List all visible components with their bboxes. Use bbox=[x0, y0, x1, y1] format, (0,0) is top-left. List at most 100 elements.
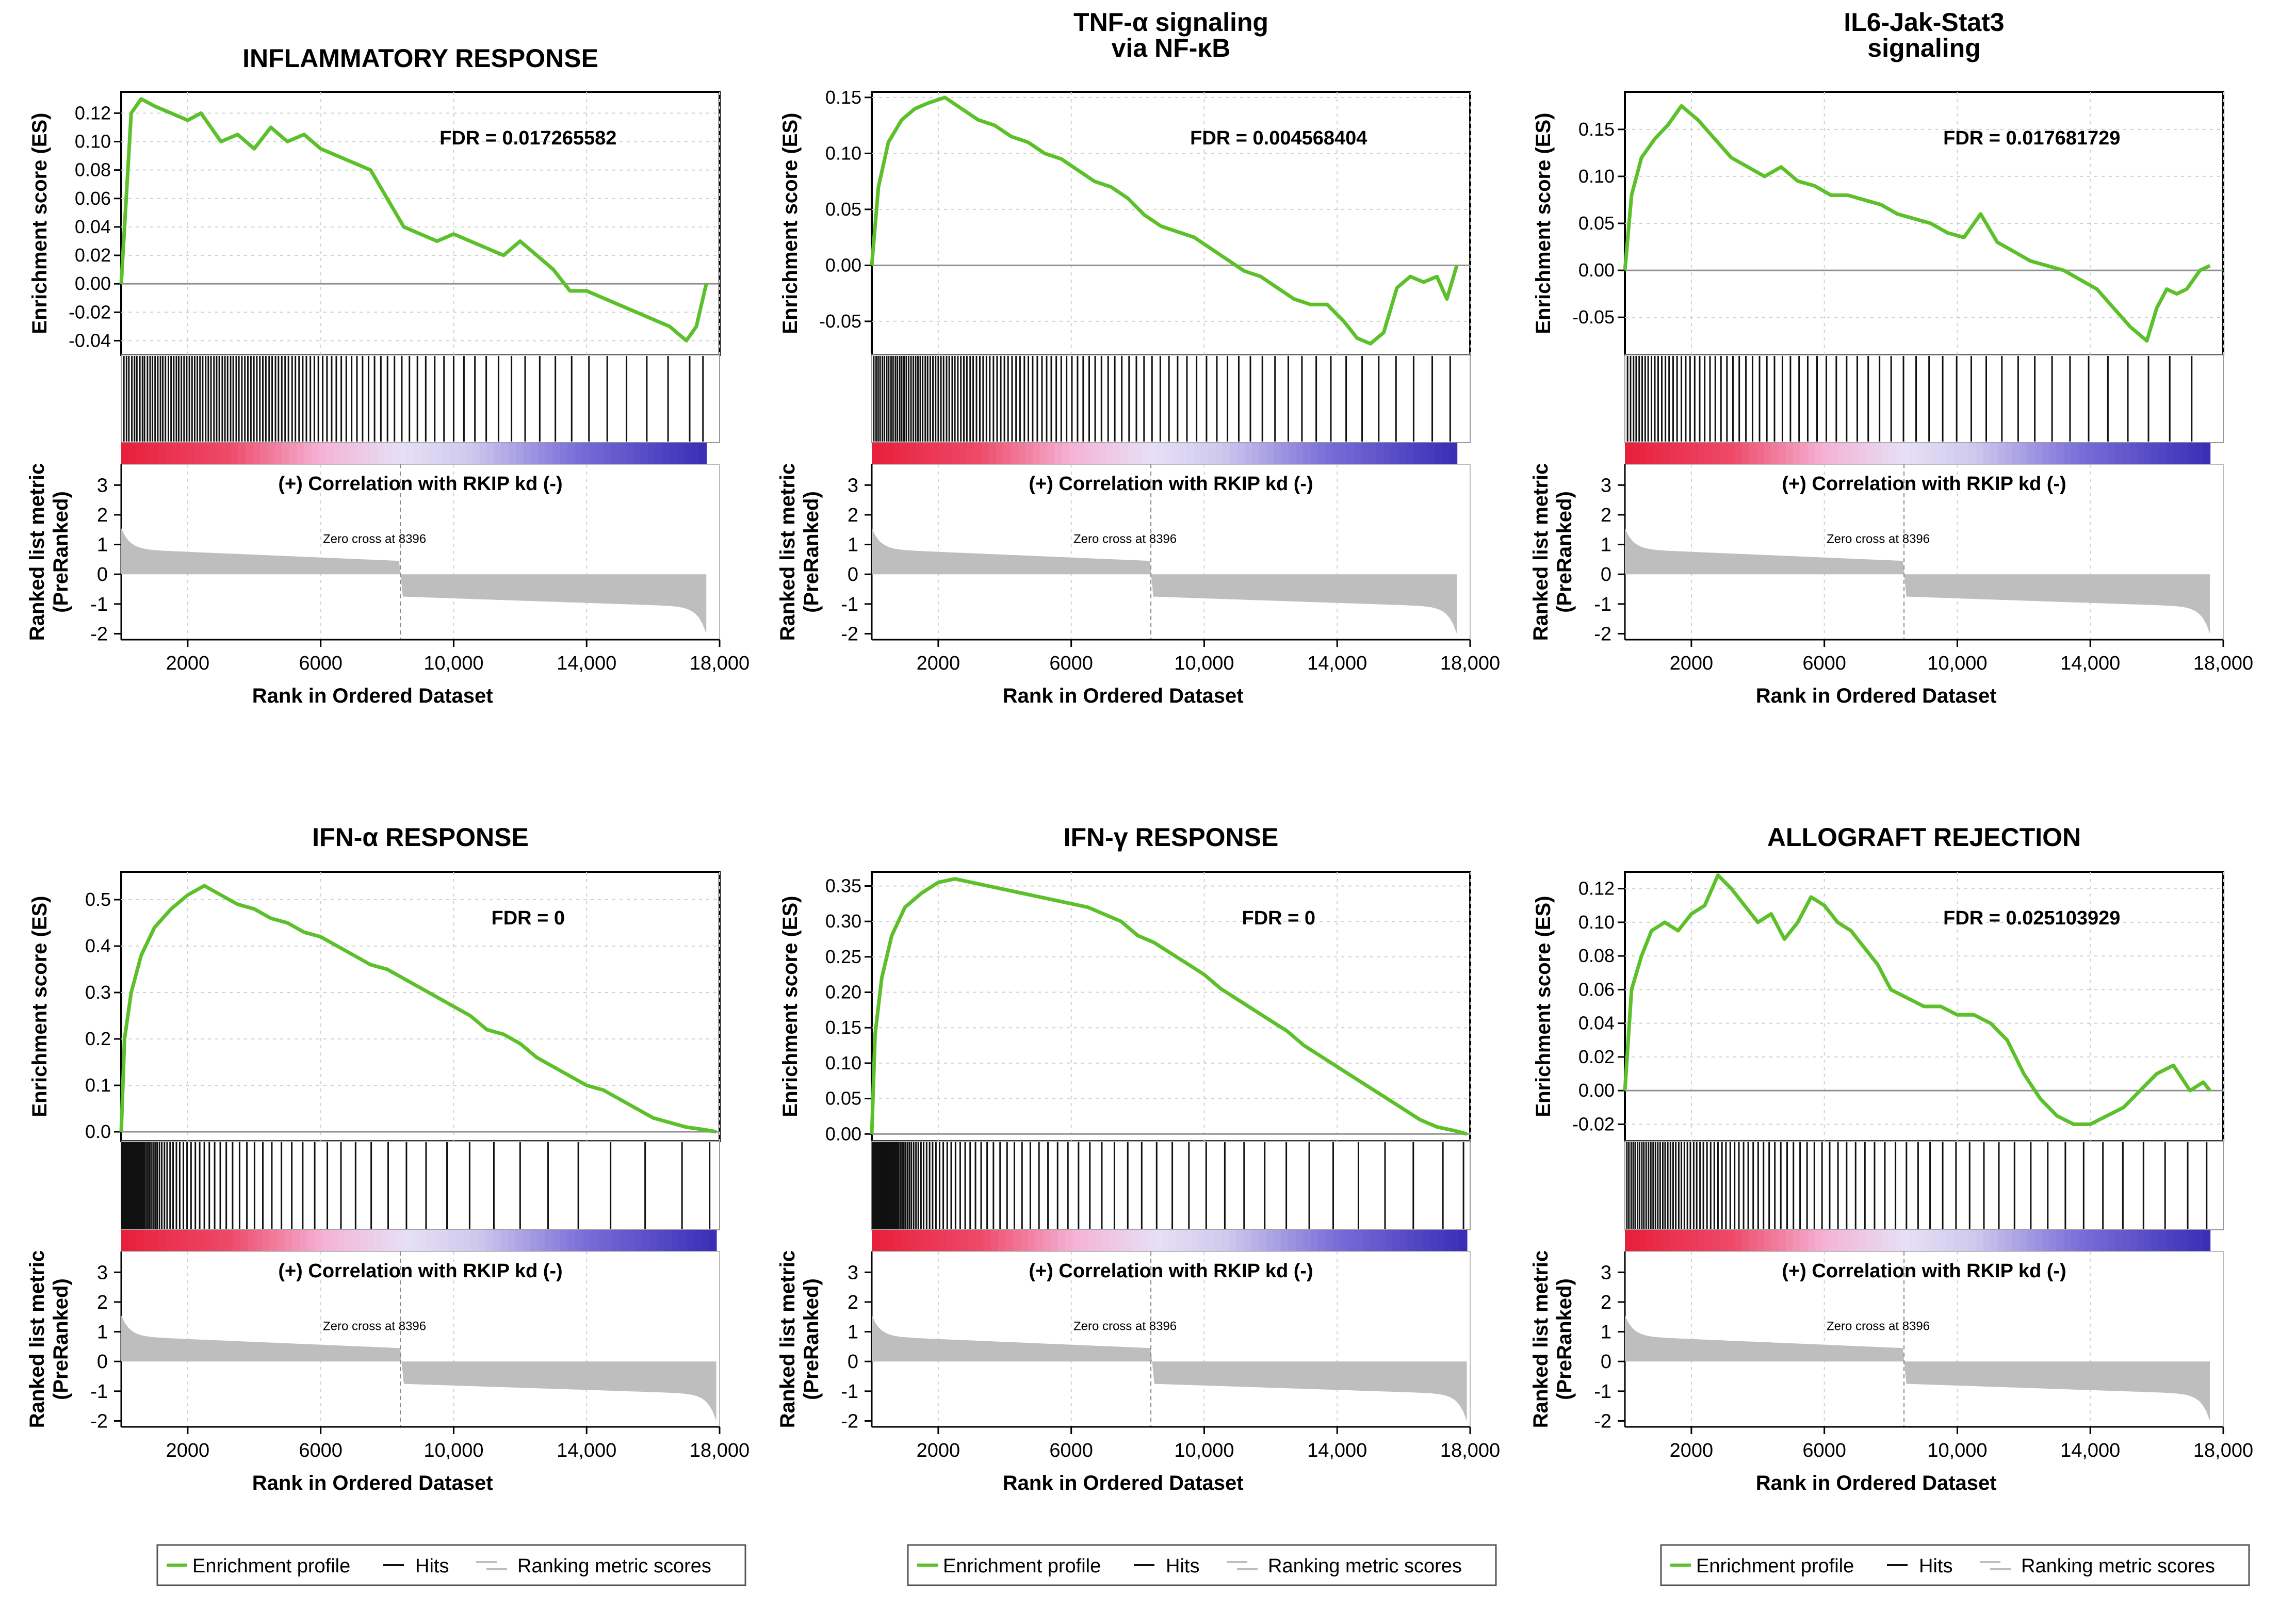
metric-y-axis-label: Ranked list metric bbox=[1529, 1250, 1552, 1428]
heatmap-segment bbox=[333, 443, 341, 464]
legend-ranking-label: Ranking metric scores bbox=[2021, 1555, 2215, 1577]
heatmap-segment bbox=[443, 443, 451, 464]
heatmap-segment bbox=[908, 443, 917, 464]
x-tick-label: 10,000 bbox=[1927, 653, 1987, 674]
x-tick-label: 18,000 bbox=[2193, 1440, 2253, 1461]
heatmap-segment bbox=[1654, 1230, 1662, 1251]
es-y-axis-label: Enrichment score (ES) bbox=[779, 896, 802, 1117]
heatmap-segment bbox=[277, 1230, 286, 1251]
heatmap-segment bbox=[2144, 443, 2152, 464]
heatmap-segment bbox=[136, 1230, 144, 1251]
heatmap-segment bbox=[1171, 443, 1180, 464]
zero-cross-label: Zero cross at 8396 bbox=[323, 1320, 426, 1333]
fdr-label: FDR = 0.017265582 bbox=[439, 127, 616, 149]
heatmap-segment bbox=[262, 1230, 271, 1251]
heatmap-segment bbox=[691, 443, 700, 464]
heatmap-segment bbox=[1639, 1230, 1648, 1251]
heatmap-segment bbox=[1303, 1230, 1311, 1251]
heatmap-segment bbox=[538, 443, 546, 464]
x-tick-label: 10,000 bbox=[424, 653, 483, 674]
fdr-label: FDR = 0 bbox=[492, 907, 565, 929]
heatmap-segment bbox=[1800, 443, 1809, 464]
heatmap-segment bbox=[1698, 443, 1706, 464]
heatmap-segment bbox=[1289, 443, 1297, 464]
metric-y-axis-label: (PreRanked) bbox=[50, 1278, 72, 1400]
x-tick-label: 10,000 bbox=[1174, 653, 1234, 674]
heatmap-segment bbox=[952, 443, 960, 464]
heatmap-segment bbox=[194, 443, 202, 464]
heatmap-segment bbox=[1043, 1230, 1051, 1251]
heatmap-segment bbox=[362, 443, 371, 464]
x-tick-label: 14,000 bbox=[1307, 653, 1367, 674]
fdr-label: FDR = 0.025103929 bbox=[1943, 907, 2120, 929]
es-y-tick-label: 0.00 bbox=[825, 1123, 861, 1144]
metric-y-tick-label: 1 bbox=[848, 1322, 858, 1343]
x-tick-label: 2000 bbox=[1670, 1440, 1714, 1461]
heatmap-segment bbox=[670, 443, 678, 464]
heatmap-segment bbox=[1177, 1230, 1185, 1251]
heatmap-segment bbox=[1236, 1230, 1244, 1251]
legend-box bbox=[156, 1544, 746, 1586]
metric-y-tick-label: 3 bbox=[1601, 1262, 1611, 1283]
metric-y-tick-label: 2 bbox=[97, 1292, 108, 1313]
heatmap-segment bbox=[1076, 443, 1085, 464]
heatmap-segment bbox=[1895, 1230, 1903, 1251]
heatmap-segment bbox=[340, 443, 349, 464]
heatmap-segment bbox=[894, 1230, 902, 1251]
heatmap-segment bbox=[1110, 1230, 1118, 1251]
heatmap-segment bbox=[1822, 443, 1830, 464]
heatmap-segment bbox=[1273, 1230, 1282, 1251]
heatmap-segment bbox=[959, 443, 968, 464]
heatmap-segment bbox=[289, 443, 298, 464]
heatmap-segment bbox=[1169, 1230, 1178, 1251]
heatmap-segment bbox=[916, 443, 924, 464]
heatmap-segment bbox=[463, 1230, 471, 1251]
heatmap-segment bbox=[983, 1230, 991, 1251]
panel-title: IFN-α RESPONSE bbox=[312, 823, 529, 852]
heatmap-segment bbox=[2020, 443, 2028, 464]
heatmap-segment bbox=[1113, 443, 1121, 464]
x-tick-label: 10,000 bbox=[1927, 1440, 1987, 1461]
x-tick-label: 10,000 bbox=[424, 1440, 483, 1461]
metric-y-tick-label: 2 bbox=[848, 505, 858, 526]
heatmap-segment bbox=[181, 1230, 189, 1251]
heatmap-segment bbox=[1932, 1230, 1940, 1251]
heatmap-segment bbox=[1961, 1230, 1969, 1251]
heatmap-segment bbox=[1192, 1230, 1200, 1251]
heatmap-segment bbox=[2049, 1230, 2057, 1251]
x-tick-label: 6000 bbox=[1802, 653, 1846, 674]
hits-frame bbox=[871, 1141, 1471, 1230]
es-y-tick-label: 0.10 bbox=[75, 131, 111, 152]
heatmap-segment bbox=[1690, 443, 1699, 464]
heatmap-segment bbox=[1414, 1230, 1423, 1251]
heatmap-segment bbox=[1340, 443, 1348, 464]
hits-frame bbox=[871, 354, 1471, 443]
heatmap-segment bbox=[1851, 1230, 1860, 1251]
heatmap-segment bbox=[2180, 443, 2189, 464]
heatmap-segment bbox=[640, 443, 648, 464]
x-tick-label: 6000 bbox=[1049, 653, 1093, 674]
heatmap-segment bbox=[1333, 1230, 1341, 1251]
heatmap-segment bbox=[1764, 443, 1772, 464]
es-y-axis-label: Enrichment score (ES) bbox=[1532, 896, 1555, 1117]
metric-y-axis-label: Ranked list metric bbox=[26, 1250, 48, 1428]
heatmap-segment bbox=[414, 443, 422, 464]
heatmap-segment bbox=[238, 443, 247, 464]
heatmap-segment bbox=[552, 443, 561, 464]
heatmap-segment bbox=[1296, 443, 1304, 464]
x-tick-label: 2000 bbox=[917, 653, 960, 674]
heatmap-segment bbox=[1084, 443, 1092, 464]
heatmap-segment bbox=[1407, 1230, 1415, 1251]
heatmap-segment bbox=[253, 443, 261, 464]
heatmap-segment bbox=[441, 1230, 449, 1251]
es-y-tick-label: 0.1 bbox=[85, 1075, 111, 1096]
es-y-tick-label: -0.05 bbox=[819, 311, 861, 332]
x-tick-label: 14,000 bbox=[2060, 653, 2120, 674]
heatmap-segment bbox=[366, 1230, 375, 1251]
heatmap-segment bbox=[1874, 1230, 1882, 1251]
heatmap-segment bbox=[150, 443, 158, 464]
heatmap-segment bbox=[1932, 443, 1940, 464]
heatmap-segment bbox=[1720, 443, 1728, 464]
heatmap-segment bbox=[1625, 1230, 1633, 1251]
heatmap-segment bbox=[1258, 1230, 1267, 1251]
